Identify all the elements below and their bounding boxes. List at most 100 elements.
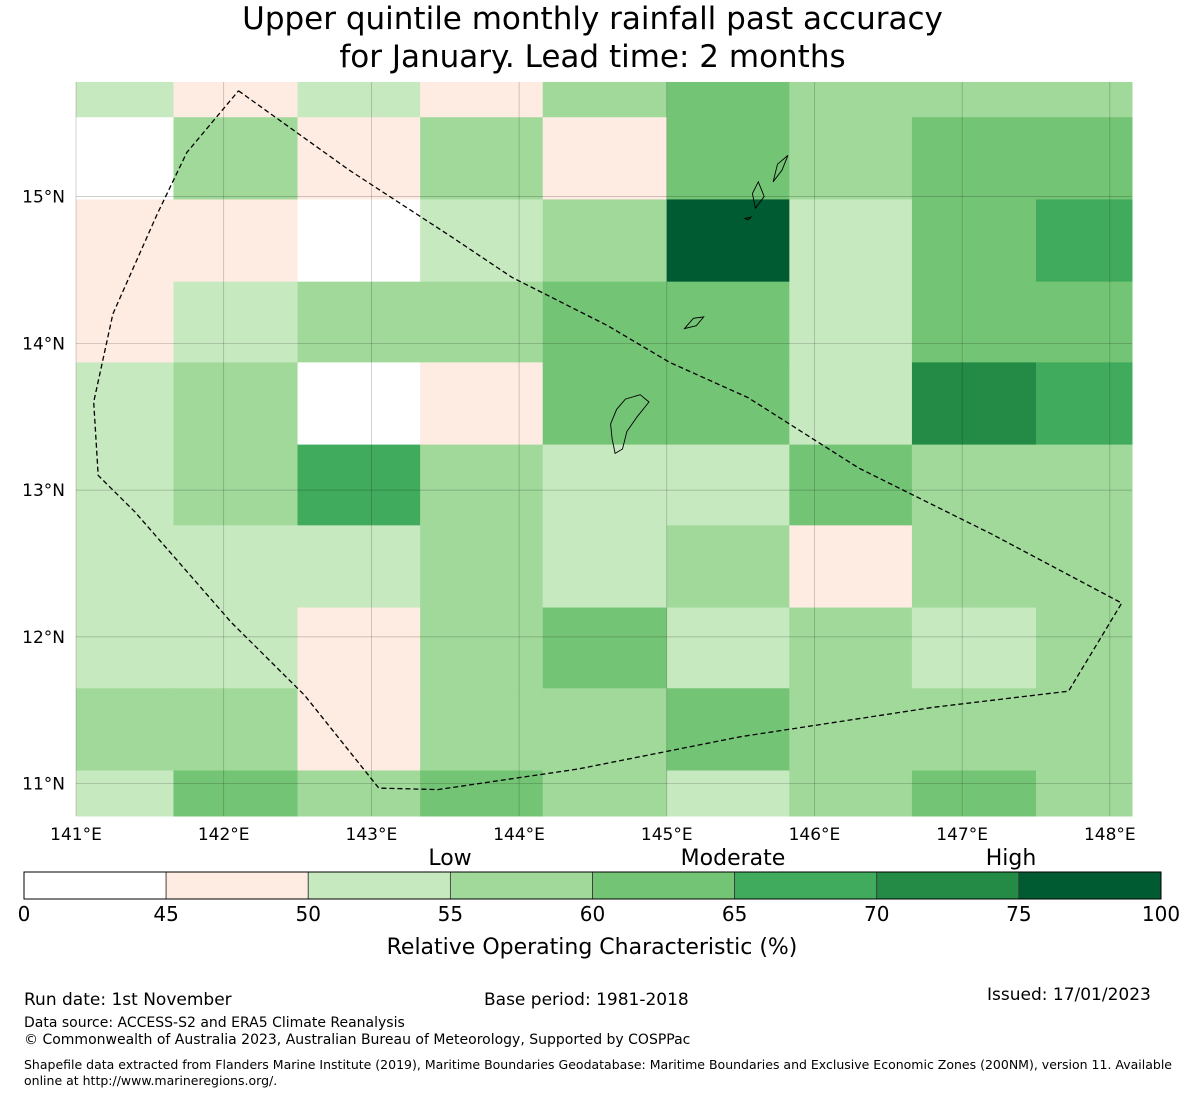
heatmap-cell — [1036, 117, 1133, 200]
colorbar-axis-label: Relative Operating Characteristic (%) — [387, 935, 798, 960]
x-tick-label: 144°E — [493, 825, 545, 845]
heatmap-cell — [297, 444, 421, 526]
heatmap-cell — [789, 199, 913, 283]
heatmap-cell — [173, 525, 299, 609]
heatmap-cell — [76, 607, 174, 689]
heatmap-cell — [666, 117, 790, 200]
colorbar-category-label: High — [986, 846, 1037, 871]
heatmap-cell — [1036, 770, 1133, 817]
heatmap-cell — [911, 281, 1037, 363]
chart-title: Upper quintile monthly rainfall past acc… — [0, 0, 1185, 76]
heatmap-cell — [911, 607, 1037, 689]
heatmap-cell — [420, 362, 544, 446]
heatmap-cell — [420, 281, 544, 363]
heatmap-cell — [789, 688, 913, 771]
run-date: Run date: 1st November — [24, 990, 232, 1010]
heatmap-cell — [911, 444, 1037, 526]
heatmap-cell — [542, 525, 668, 609]
heatmap-cell — [911, 117, 1037, 200]
x-tick-label: 148°E — [1084, 825, 1136, 845]
heatmap-cell — [76, 770, 174, 817]
colorbar-tick-label: 75 — [1006, 902, 1031, 926]
heatmap-cell — [666, 82, 790, 118]
heatmap-cell — [1036, 199, 1133, 283]
island-outline — [610, 394, 650, 455]
y-tick-label: 13°N — [22, 481, 65, 501]
heatmap-cell — [76, 444, 174, 526]
heatmap-cell — [666, 607, 790, 689]
heatmap-cell — [1036, 525, 1133, 609]
x-tick-label: 147°E — [936, 825, 988, 845]
heatmap-cell — [420, 525, 544, 609]
heatmap-cell — [76, 117, 174, 200]
heatmap-cell — [789, 770, 913, 817]
heatmap-cell — [542, 688, 668, 771]
heatmap-cell — [542, 607, 668, 689]
colorbar-tick-label: 70 — [864, 902, 889, 926]
x-tick-label: 146°E — [789, 825, 841, 845]
colorbar-segment — [449, 871, 593, 900]
eez-boundary — [93, 90, 1123, 791]
colorbar-segment — [734, 871, 878, 900]
heatmap-cell — [789, 82, 913, 118]
heatmap-cell — [911, 199, 1037, 283]
heatmap-cell — [666, 362, 790, 446]
heatmap-cell — [542, 82, 668, 118]
heatmap-cell — [420, 607, 544, 689]
heatmap-cell — [76, 525, 174, 609]
heatmap-cell — [789, 117, 913, 200]
x-tick-label: 143°E — [346, 825, 398, 845]
colorbar-tick-label: 45 — [153, 902, 178, 926]
heatmap-cell — [666, 770, 790, 817]
heatmap-cell — [911, 82, 1037, 118]
issued-date: Issued: 17/01/2023 — [987, 985, 1151, 1005]
heatmap-cell — [1036, 281, 1133, 363]
heatmap-cell — [666, 525, 790, 609]
heatmap-cell — [789, 607, 913, 689]
heatmap-cell — [297, 607, 421, 689]
heatmap-cell — [297, 362, 421, 446]
heatmap-cell — [297, 199, 421, 283]
heatmap-cell — [297, 525, 421, 609]
heatmap-cell — [542, 362, 668, 446]
heatmap-cell — [666, 281, 790, 363]
heatmap-cell — [542, 199, 668, 283]
heatmap-cell — [173, 199, 299, 283]
colorbar-tick-label: 50 — [296, 902, 321, 926]
island-outline — [683, 316, 705, 330]
heatmap-cell — [789, 444, 913, 526]
colorbar-tick-label: 100 — [1142, 902, 1180, 926]
heatmap-cell — [1036, 607, 1133, 689]
heatmap-cell — [789, 525, 913, 609]
x-tick-label: 145°E — [641, 825, 693, 845]
copyright: © Commonwealth of Australia 2023, Austra… — [24, 1032, 691, 1048]
y-tick-label: 11°N — [22, 775, 65, 795]
y-tick-label: 14°N — [22, 334, 65, 354]
colorbar-segment — [592, 871, 736, 900]
heatmap-cell — [173, 688, 299, 771]
colorbar-segment — [307, 871, 451, 900]
heatmap-cell — [173, 444, 299, 526]
heatmap-cell — [297, 117, 421, 200]
heatmap-cell — [173, 362, 299, 446]
heatmap-cell — [789, 362, 913, 446]
heatmap-cell — [1036, 82, 1133, 118]
data-source: Data source: ACCESS-S2 and ERA5 Climate … — [24, 1015, 405, 1031]
heatmap-cell — [420, 770, 544, 817]
colorbar-frame — [23, 871, 1162, 900]
heatmap-cell — [542, 770, 668, 817]
heatmap-cell — [297, 82, 421, 118]
y-tick-label: 15°N — [22, 188, 65, 208]
colorbar-category-label: Low — [428, 846, 471, 871]
heatmap-cell — [542, 281, 668, 363]
heatmap-cell — [76, 362, 174, 446]
heatmap-cell — [1036, 688, 1133, 771]
heatmap-cell — [420, 82, 544, 118]
colorbar-category-label: Moderate — [681, 846, 786, 871]
heatmap-cell — [76, 199, 174, 283]
heatmap-cell — [76, 82, 174, 118]
heatmap-cell — [420, 199, 544, 283]
chart-title-line-2: for January. Lead time: 2 months — [339, 39, 846, 75]
colorbar-segment — [165, 871, 309, 900]
